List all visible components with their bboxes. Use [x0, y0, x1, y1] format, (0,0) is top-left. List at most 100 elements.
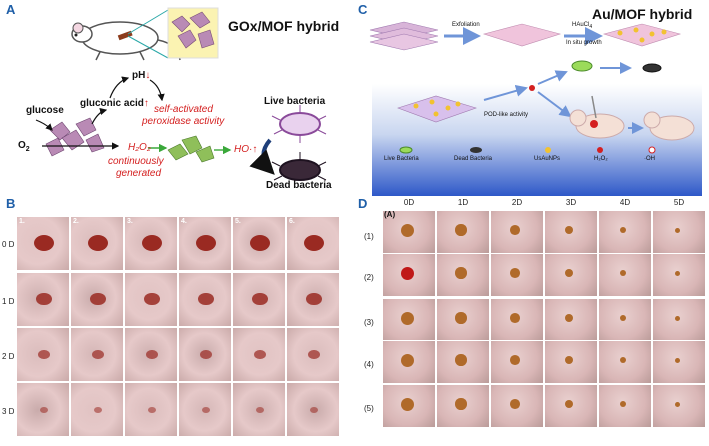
wound-photo-b-r2-c2 — [70, 272, 124, 327]
b-row-label-2d: 2 D — [2, 352, 15, 361]
wound-mark — [455, 398, 467, 410]
wound-photo-d-r2-c5 — [598, 253, 652, 297]
wound-mark — [510, 225, 520, 235]
d-col-label-1d: 1D — [457, 198, 469, 207]
wound-mark — [94, 406, 102, 413]
wound-mark — [674, 270, 680, 276]
wound-photo-d-r1-c6 — [652, 210, 706, 254]
wound-photo-b-r2-c3 — [124, 272, 178, 327]
wound-mark — [88, 234, 108, 251]
wound-mark — [619, 356, 627, 364]
wound-mark — [564, 355, 574, 365]
wound-photo-d-r3-c1 — [382, 298, 436, 342]
wound-photo-d-r2-c6 — [652, 253, 706, 297]
wound-mark — [400, 397, 414, 411]
wound-mark — [146, 349, 158, 360]
wound-mark — [619, 314, 627, 322]
wound-mark — [674, 227, 680, 233]
wound-photo-d-r5-c1 — [382, 384, 436, 428]
wound-photo-b-r4-c2 — [70, 382, 124, 437]
dead-bacteria-label: Dead bacteria — [266, 180, 332, 191]
wound-photo-d-r1-c2 — [436, 210, 490, 254]
wound-mark — [38, 349, 50, 360]
treated-mouse-icon — [569, 95, 625, 139]
legend-oh-label: ·OH — [644, 156, 655, 162]
o2-label: O2 — [18, 140, 30, 153]
wound-photo-d-r4-c1 — [382, 340, 436, 384]
wound-photo-d-r2-c1 — [382, 253, 436, 297]
wound-photo-d-r1-c4 — [544, 210, 598, 254]
wound-mark — [455, 354, 467, 366]
legend-live-icon — [399, 146, 413, 154]
self-activated-label: self-activated peroxidase activity — [142, 104, 225, 127]
legend-dead-icon — [470, 147, 482, 153]
mof-sheet-icon — [482, 23, 562, 47]
wound-photo-d-r5-c2 — [436, 384, 490, 428]
wound-photo-b-r4-c6 — [286, 382, 340, 437]
wound-photo-d-r3-c2 — [436, 298, 490, 342]
wound-photo-d-r3-c3 — [490, 298, 544, 342]
wound-photo-b-r3-c6 — [286, 327, 340, 382]
wound-photo-b-r1-c6: 6. — [286, 216, 340, 271]
haucl-label: HAuCl4 — [572, 22, 593, 31]
d-col-label-4d: 4D — [619, 198, 631, 207]
ho-radical-label: HO·↑ — [234, 144, 258, 155]
wound-photo-d-r3-c6 — [652, 298, 706, 342]
wound-mark — [564, 268, 574, 278]
wound-mark — [310, 406, 318, 413]
panel-b-letter: B — [6, 196, 16, 211]
b-col-label: 3. — [127, 218, 133, 225]
live-bacteria-label: Live bacteria — [264, 96, 326, 107]
wound-photo-d-r2-c2 — [436, 253, 490, 297]
wound-mark — [304, 234, 324, 251]
wound-photo-b-r1-c1: 1. — [16, 216, 70, 271]
legend-au-label: UsAuNPs — [534, 156, 561, 162]
dead-bacteria-icon — [271, 152, 327, 181]
d-row-label-2: (2) — [364, 273, 374, 282]
wound-mark — [40, 406, 48, 413]
wound-mark — [510, 268, 520, 278]
panel-a-letter: A — [6, 2, 16, 17]
wound-mark — [510, 313, 520, 323]
gox-mof-cluster-icon — [45, 117, 105, 157]
wound-photo-d-r4-c4 — [544, 340, 598, 384]
legend-live-label: Live Bacteria — [384, 156, 419, 162]
wound-mark — [619, 226, 627, 234]
wound-photo-b-r1-c2: 2. — [70, 216, 124, 271]
wound-mark — [619, 269, 627, 277]
wound-mark — [90, 292, 106, 306]
legend-h2o2-icon — [597, 147, 603, 153]
wound-photo-d-r4-c2 — [436, 340, 490, 384]
panel-d-sub-label: (A) — [384, 210, 396, 219]
wound-photo-d-r5-c4 — [544, 384, 598, 428]
wound-photo-b-r4-c4 — [178, 382, 232, 437]
legend-h2o2-label: H₂O₂ — [594, 156, 608, 162]
wound-photo-d-r1-c3 — [490, 210, 544, 254]
wound-mark — [455, 224, 467, 236]
wound-mark — [674, 357, 680, 363]
wound-mark — [400, 353, 414, 367]
wound-photo-b-r2-c4 — [178, 272, 232, 327]
in-situ-growth-label: In situ growth — [566, 40, 602, 46]
gluconic-acid-label: gluconic acid↑ — [80, 98, 149, 109]
wound-photo-b-r3-c1 — [16, 327, 70, 382]
wound-photo-b-r4-c3 — [124, 382, 178, 437]
wound-photo-d-r4-c5 — [598, 340, 652, 384]
wound-mark — [510, 355, 520, 365]
au-mof-sheet-icon — [602, 23, 682, 47]
panel-c-title: Au/MOF hybrid — [592, 6, 693, 22]
d-row-label-5: (5) — [364, 404, 374, 413]
wound-mark — [306, 292, 322, 306]
panel-c-letter: C — [358, 2, 368, 17]
wound-photo-d-r2-c4 — [544, 253, 598, 297]
d-row-label-4: (4) — [364, 360, 374, 369]
continuously-generated-label: continuously generated — [108, 156, 164, 179]
wound-mark — [36, 292, 52, 306]
wound-photo-b-r2-c6 — [286, 272, 340, 327]
wound-mark — [250, 234, 270, 251]
wound-photo-d-r3-c4 — [544, 298, 598, 342]
wound-photo-d-r1-c5 — [598, 210, 652, 254]
wound-mark — [200, 349, 212, 360]
d-col-label-3d: 3D — [565, 198, 577, 207]
bacteria-green-icon — [571, 60, 593, 72]
